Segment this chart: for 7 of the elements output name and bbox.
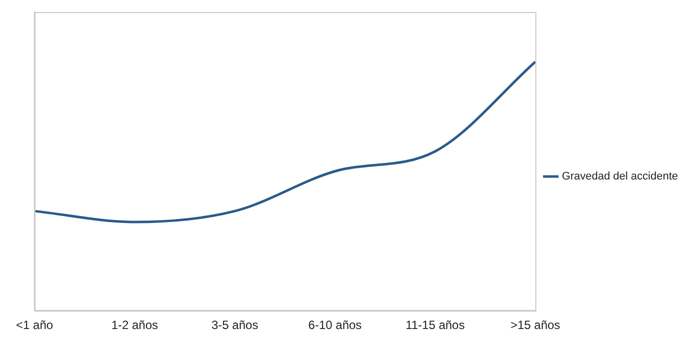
x-tick-label: >15 años (510, 318, 560, 332)
legend-label: Gravedad del accidente (562, 170, 678, 183)
x-tick-label: 1-2 años (111, 318, 158, 332)
x-tick-label: 3-5 años (211, 318, 258, 332)
x-tick-label: <1 año (16, 318, 54, 332)
x-tick-label: 11-15 años (406, 318, 465, 332)
x-tick-label: 6-10 años (308, 318, 362, 332)
